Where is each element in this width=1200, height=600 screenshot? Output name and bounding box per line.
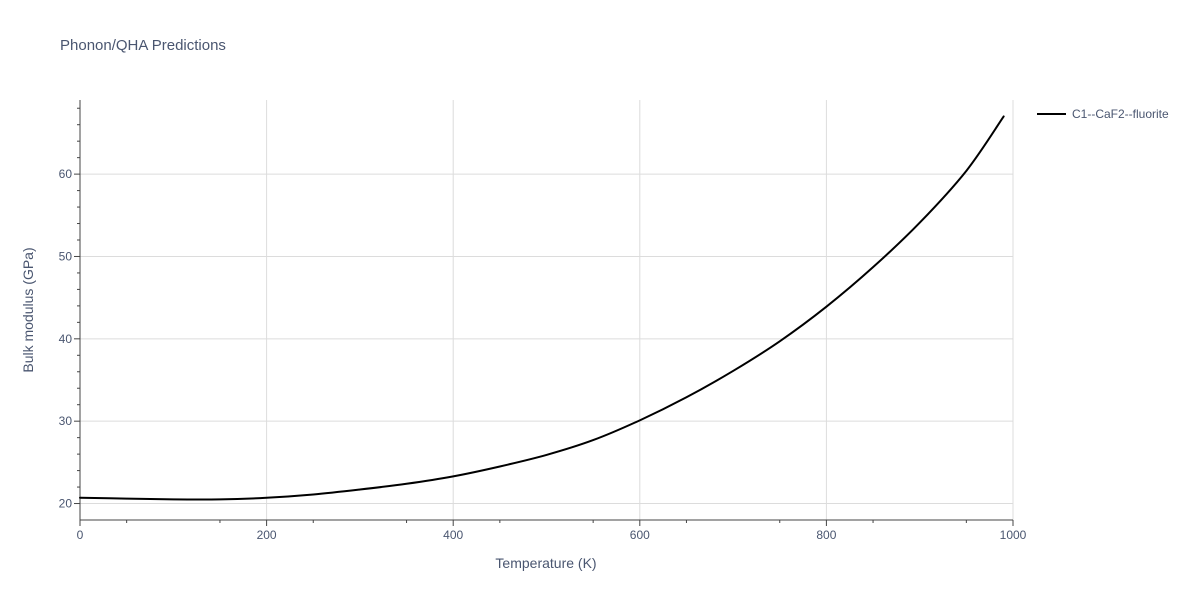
- chart-title: Phonon/QHA Predictions: [60, 37, 226, 54]
- axes: [74, 100, 1014, 526]
- series-line-0: [79, 115, 1005, 501]
- x-tick-label: 600: [630, 528, 650, 542]
- legend: C1--CaF2--fluorite: [1037, 107, 1169, 121]
- grid-lines: [80, 100, 1014, 520]
- x-tick-label: 0: [77, 528, 84, 542]
- x-tick-label: 800: [816, 528, 836, 542]
- series-group: [79, 115, 1005, 501]
- x-tick-label: 400: [443, 528, 463, 542]
- x-tick-label: 1000: [1000, 528, 1027, 542]
- y-tick-label: 20: [59, 497, 73, 511]
- y-tick-label: 50: [59, 249, 73, 263]
- y-tick-label: 40: [59, 332, 73, 346]
- legend-item-label: C1--CaF2--fluorite: [1072, 107, 1169, 121]
- y-tick-label: 30: [59, 414, 73, 428]
- x-tick-label: 200: [257, 528, 277, 542]
- tick-labels: 0 200 400 600 800 1000 20 30 40 50 60: [59, 167, 1027, 542]
- y-tick-label: 60: [59, 167, 73, 181]
- y-axis-title: Bulk modulus (GPa): [20, 247, 36, 372]
- x-axis-title: Temperature (K): [495, 555, 596, 571]
